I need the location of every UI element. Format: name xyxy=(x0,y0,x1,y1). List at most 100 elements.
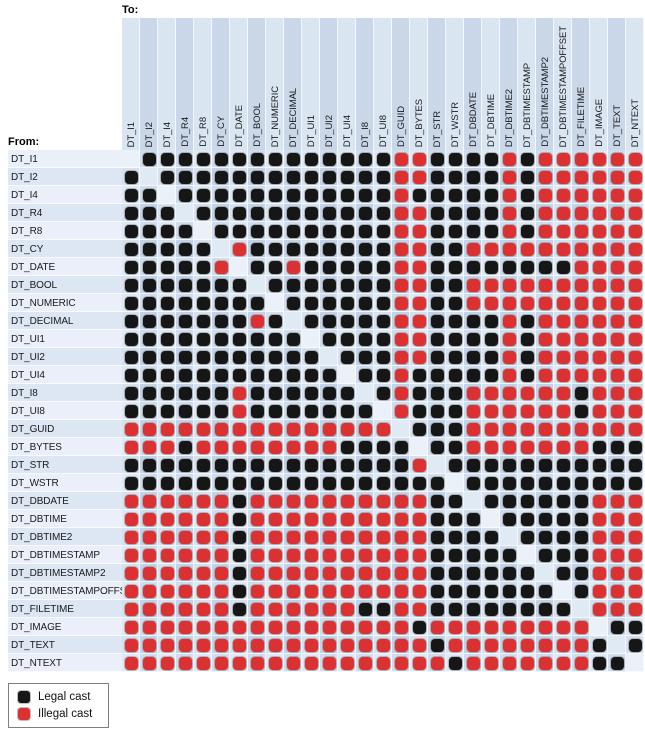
matrix-cell xyxy=(122,636,140,654)
legal-cast-dot xyxy=(628,458,642,472)
matrix-cell xyxy=(608,456,626,474)
matrix-cell xyxy=(122,348,140,366)
matrix-cell xyxy=(554,348,572,366)
matrix-cell xyxy=(500,168,518,186)
matrix-cell xyxy=(500,438,518,456)
illegal-cast-dot xyxy=(286,512,300,526)
matrix-cell xyxy=(284,582,302,600)
illegal-cast-dot xyxy=(322,494,336,508)
legal-cast-dot xyxy=(412,476,426,490)
illegal-cast-dot xyxy=(340,422,354,436)
illegal-cast-dot xyxy=(394,260,408,274)
matrix-cell xyxy=(302,618,320,636)
legal-cast-dot xyxy=(376,296,390,310)
legal-cast-dot xyxy=(376,278,390,292)
matrix-cell xyxy=(428,204,446,222)
matrix-cell xyxy=(158,492,176,510)
matrix-cell xyxy=(122,510,140,528)
legal-cast-dot xyxy=(196,170,210,184)
legal-cast-dot xyxy=(322,152,336,166)
illegal-cast-dot xyxy=(322,512,336,526)
matrix-cell xyxy=(482,618,500,636)
matrix-cell xyxy=(428,240,446,258)
legal-cast-dot xyxy=(484,314,498,328)
matrix-cell xyxy=(122,474,140,492)
matrix-cell xyxy=(626,204,644,222)
legal-cast-dot xyxy=(448,656,462,670)
matrix-cell xyxy=(626,438,644,456)
legal-cast-dot xyxy=(178,224,192,238)
matrix-cell xyxy=(464,402,482,420)
matrix-cell xyxy=(176,654,194,672)
matrix-cell xyxy=(536,654,554,672)
matrix-cell xyxy=(410,546,428,564)
matrix-cell xyxy=(140,636,158,654)
diagonal-cell xyxy=(482,510,500,528)
illegal-cast-dot xyxy=(160,440,174,454)
legal-cast-dot xyxy=(178,296,192,310)
illegal-cast-dot xyxy=(538,152,552,166)
illegal-cast-dot xyxy=(178,530,192,544)
matrix-cell xyxy=(212,186,230,204)
legal-cast-dot xyxy=(484,206,498,220)
legal-cast-dot xyxy=(196,458,210,472)
illegal-cast-dot xyxy=(502,314,516,328)
illegal-cast-dot xyxy=(628,152,642,166)
legal-cast-dot xyxy=(448,170,462,184)
matrix-cell xyxy=(572,222,590,240)
matrix-cell xyxy=(392,438,410,456)
matrix-cell xyxy=(320,294,338,312)
matrix-cell xyxy=(230,276,248,294)
matrix-cell xyxy=(428,438,446,456)
matrix-cell xyxy=(212,348,230,366)
illegal-cast-dot xyxy=(358,512,372,526)
matrix-cell xyxy=(626,168,644,186)
illegal-cast-dot xyxy=(340,566,354,580)
legal-cast-dot xyxy=(538,260,552,274)
legal-cast-dot xyxy=(484,368,498,382)
legal-cast-dot xyxy=(430,188,444,202)
legal-cast-dot xyxy=(412,404,426,418)
illegal-cast-dot xyxy=(286,530,300,544)
legal-cast-dot xyxy=(160,332,174,346)
legal-cast-dot xyxy=(214,476,228,490)
legal-cast-dot xyxy=(178,368,192,382)
legal-cast-dot xyxy=(466,350,480,364)
matrix-cell xyxy=(428,510,446,528)
matrix-cell xyxy=(230,366,248,384)
illegal-cast-dot xyxy=(628,530,642,544)
matrix-cell xyxy=(140,654,158,672)
matrix-cell xyxy=(410,654,428,672)
illegal-cast-dot xyxy=(502,206,516,220)
illegal-cast-dot xyxy=(574,314,588,328)
illegal-cast-dot xyxy=(592,152,606,166)
matrix-cell xyxy=(122,438,140,456)
legal-cast-dot xyxy=(502,458,516,472)
illegal-cast-dot xyxy=(592,170,606,184)
legal-cast-dot xyxy=(142,242,156,256)
diagonal-cell xyxy=(464,492,482,510)
matrix-cell xyxy=(590,492,608,510)
matrix-cell xyxy=(158,528,176,546)
illegal-cast-dot xyxy=(412,530,426,544)
matrix-cell xyxy=(266,546,284,564)
legal-cast-dot xyxy=(160,314,174,328)
matrix-cell xyxy=(572,276,590,294)
legal-cast-dot xyxy=(304,224,318,238)
matrix-cell xyxy=(176,420,194,438)
legal-cast-dot xyxy=(358,404,372,418)
diagonal-cell xyxy=(374,402,392,420)
illegal-cast-dot xyxy=(592,296,606,310)
legal-cast-dot xyxy=(196,386,210,400)
legal-cast-dot xyxy=(430,638,444,652)
illegal-cast-dot xyxy=(574,206,588,220)
legal-cast-dot xyxy=(538,602,552,616)
matrix-cell xyxy=(392,402,410,420)
illegal-cast-dot xyxy=(268,620,282,634)
legal-cast-dot xyxy=(502,584,516,598)
legal-cast-dot xyxy=(448,260,462,274)
legal-cast-dot xyxy=(520,314,534,328)
illegal-cast-dot xyxy=(214,260,228,274)
matrix-cell xyxy=(140,384,158,402)
legal-cast-dot xyxy=(178,476,192,490)
